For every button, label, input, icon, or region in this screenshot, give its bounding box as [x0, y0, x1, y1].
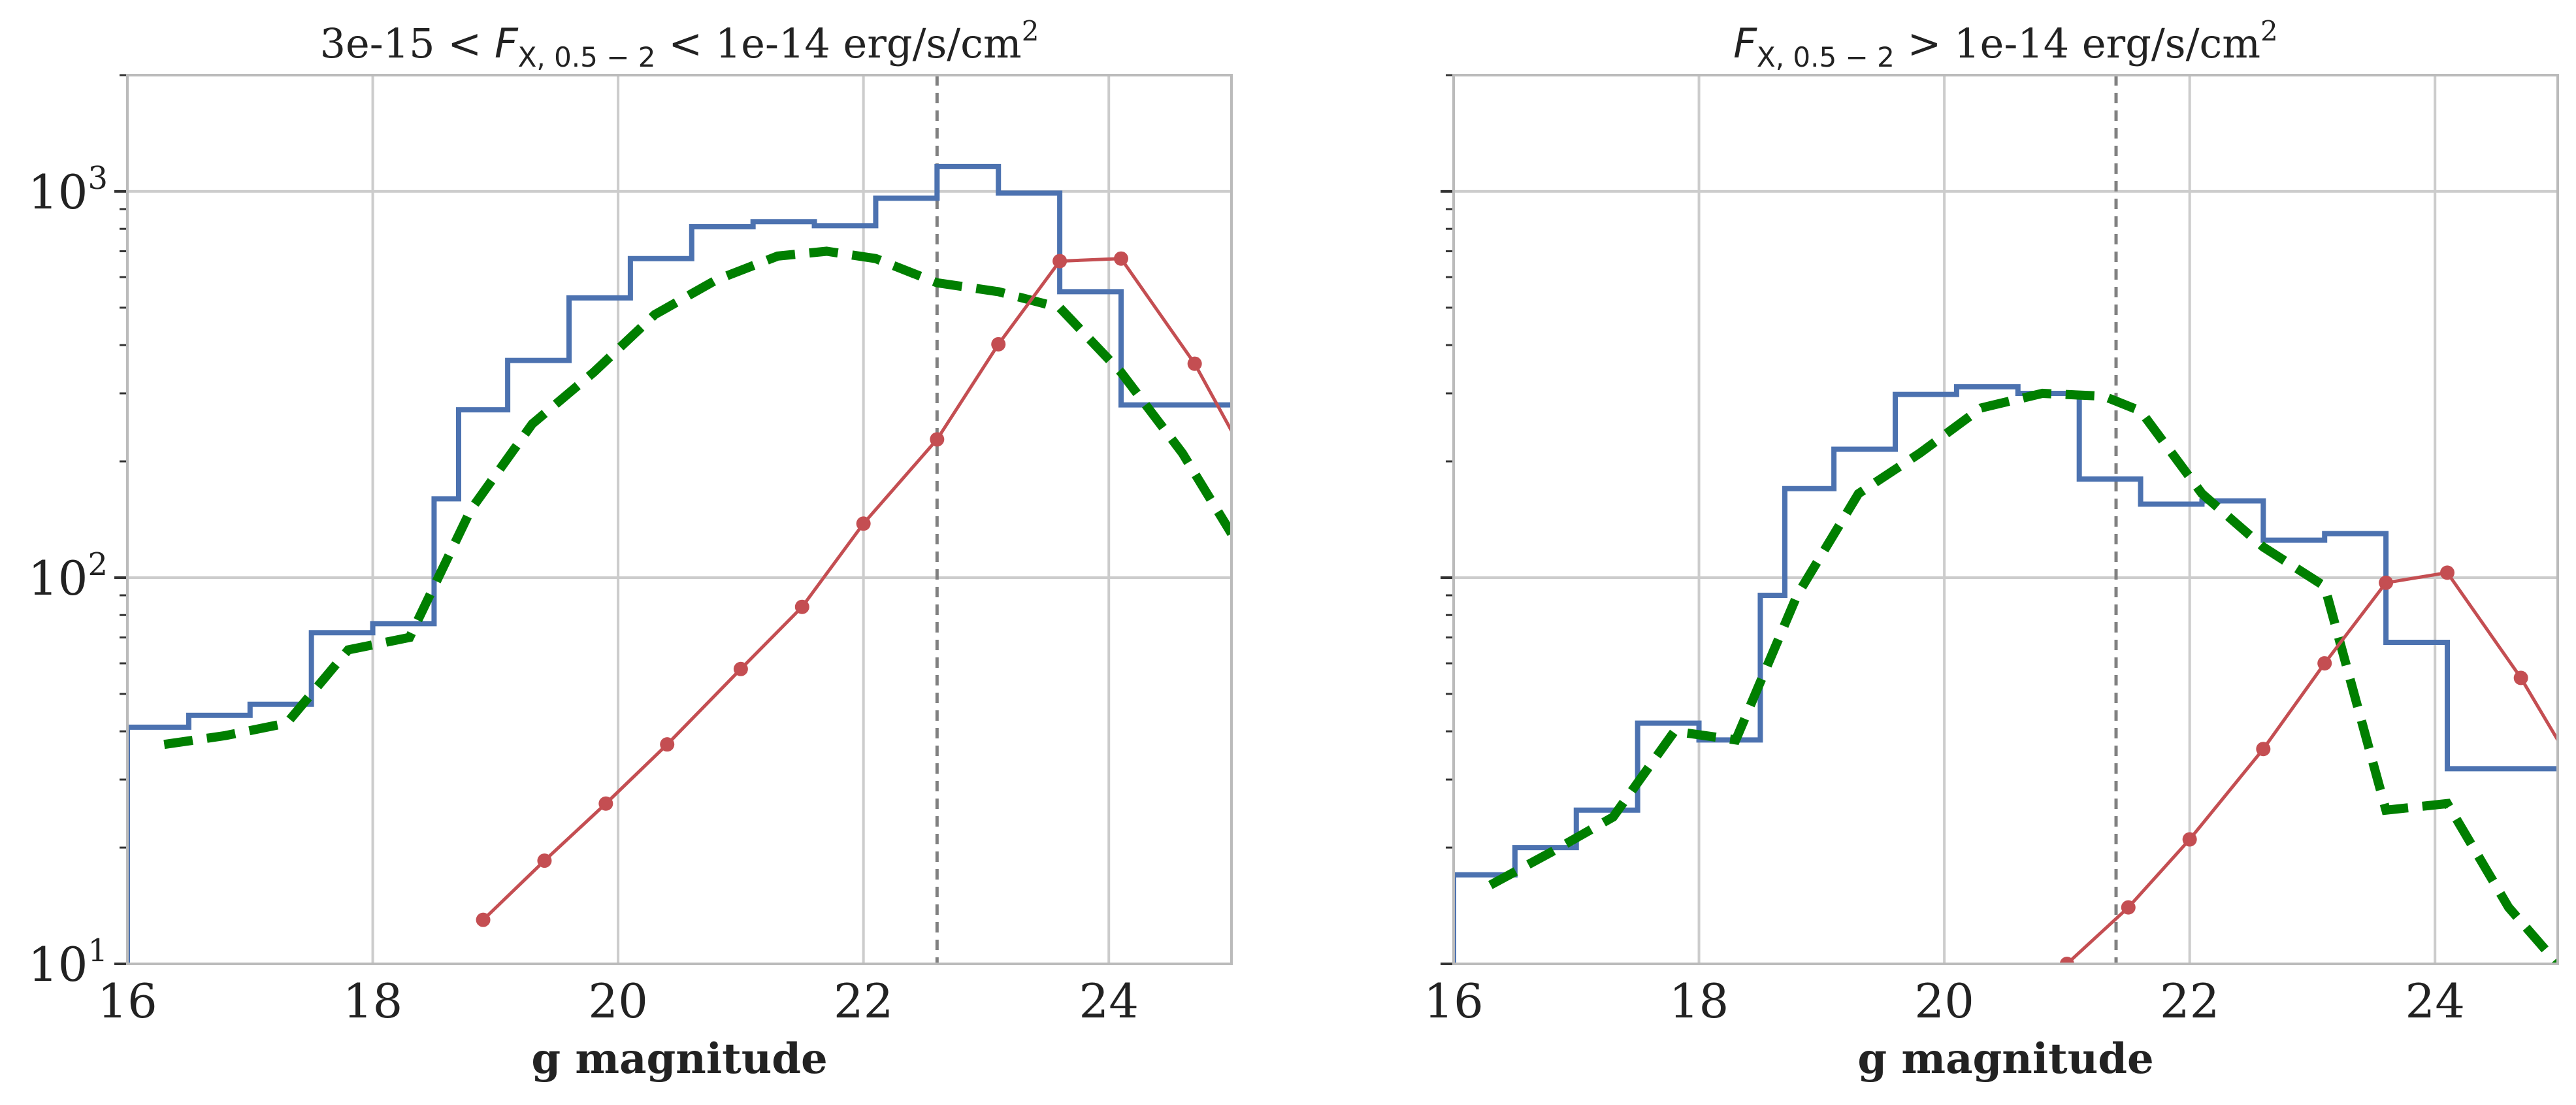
- x-tick-label: 20: [588, 974, 648, 1029]
- x-tick-label: 24: [2405, 974, 2465, 1029]
- y-tick-base: 10: [28, 551, 88, 606]
- x-tick-label: 18: [1669, 974, 1729, 1029]
- marker-point: [733, 661, 748, 676]
- title-superscript: 2: [1022, 15, 1039, 47]
- marker-point: [2513, 670, 2528, 685]
- panel-title: FX, 0.5 − 2 > 1e-14 erg/s/cm2: [1733, 15, 2277, 73]
- y-tick-exponent: 3: [88, 160, 108, 197]
- marker-point: [2059, 957, 2074, 964]
- y-tick-base: 10: [28, 165, 88, 220]
- right-panel: 16 18 20 22 24 g magnitude FX, 0.5 − 2 > 1e-14…: [1424, 15, 2559, 1083]
- marker-point: [1052, 254, 1068, 269]
- marker-point: [1187, 356, 1202, 371]
- marker-point: [2440, 565, 2454, 580]
- x-tick-label: 16: [1424, 974, 1484, 1029]
- marker-point: [537, 853, 552, 868]
- marker-point: [1114, 251, 1128, 266]
- marker-point: [660, 737, 675, 752]
- y-tick-exponent: 2: [88, 546, 108, 583]
- title-flux-symbol: F: [1733, 20, 1757, 67]
- marker-point: [476, 912, 491, 927]
- plot-area: [1454, 75, 2558, 964]
- histogram-step-line: [127, 163, 1231, 964]
- title-superscript: 2: [2260, 15, 2278, 47]
- marker-point: [2182, 832, 2197, 847]
- marker-point: [598, 796, 613, 811]
- marker-point: [2379, 575, 2394, 590]
- x-axis-label: g magnitude: [1857, 1034, 2153, 1083]
- y-tick-base: 10: [28, 937, 88, 992]
- plot-area: [127, 75, 1231, 964]
- marker-point: [2121, 900, 2136, 915]
- dashed-curve: [163, 246, 1231, 750]
- x-tick-label: 16: [97, 974, 157, 1029]
- title-suffix: < 1e-14 erg/s/cm: [656, 20, 1022, 67]
- axes-frame: [126, 74, 1233, 965]
- marker-point: [991, 337, 1006, 352]
- title-subscript: X, 0.5 − 2: [518, 41, 656, 73]
- title-subscript: X, 0.5 − 2: [1757, 41, 1895, 73]
- title-suffix: > 1e-14 erg/s/cm: [1895, 20, 2260, 67]
- dashed-curve: [1488, 388, 2558, 964]
- y-tick-label: 103: [28, 160, 108, 220]
- marker-point: [856, 516, 871, 531]
- x-tick-label: 18: [343, 974, 403, 1029]
- y-tick-label: 102: [28, 546, 108, 606]
- title-flux-symbol: F: [495, 20, 519, 67]
- y-tick-exponent: 1: [88, 932, 108, 969]
- title-prefix: 3e-15 <: [320, 20, 495, 67]
- x-axis-label: g magnitude: [531, 1034, 827, 1083]
- histogram-step-line: [1454, 384, 2558, 964]
- marker-point: [930, 432, 945, 447]
- x-tick-label: 20: [1914, 974, 1974, 1029]
- x-tick-label: 22: [2160, 974, 2220, 1029]
- marker-point: [2256, 742, 2271, 757]
- x-tick-label: 22: [834, 974, 894, 1029]
- marker-point: [794, 599, 809, 614]
- x-tick-label: 24: [1079, 974, 1139, 1029]
- y-tick-label: 101: [28, 932, 108, 992]
- marker-point: [2317, 656, 2332, 671]
- panel-title: 3e-15 < FX, 0.5 − 2 < 1e-14 erg/s/cm2: [320, 15, 1039, 73]
- axes-frame: [1452, 74, 2559, 965]
